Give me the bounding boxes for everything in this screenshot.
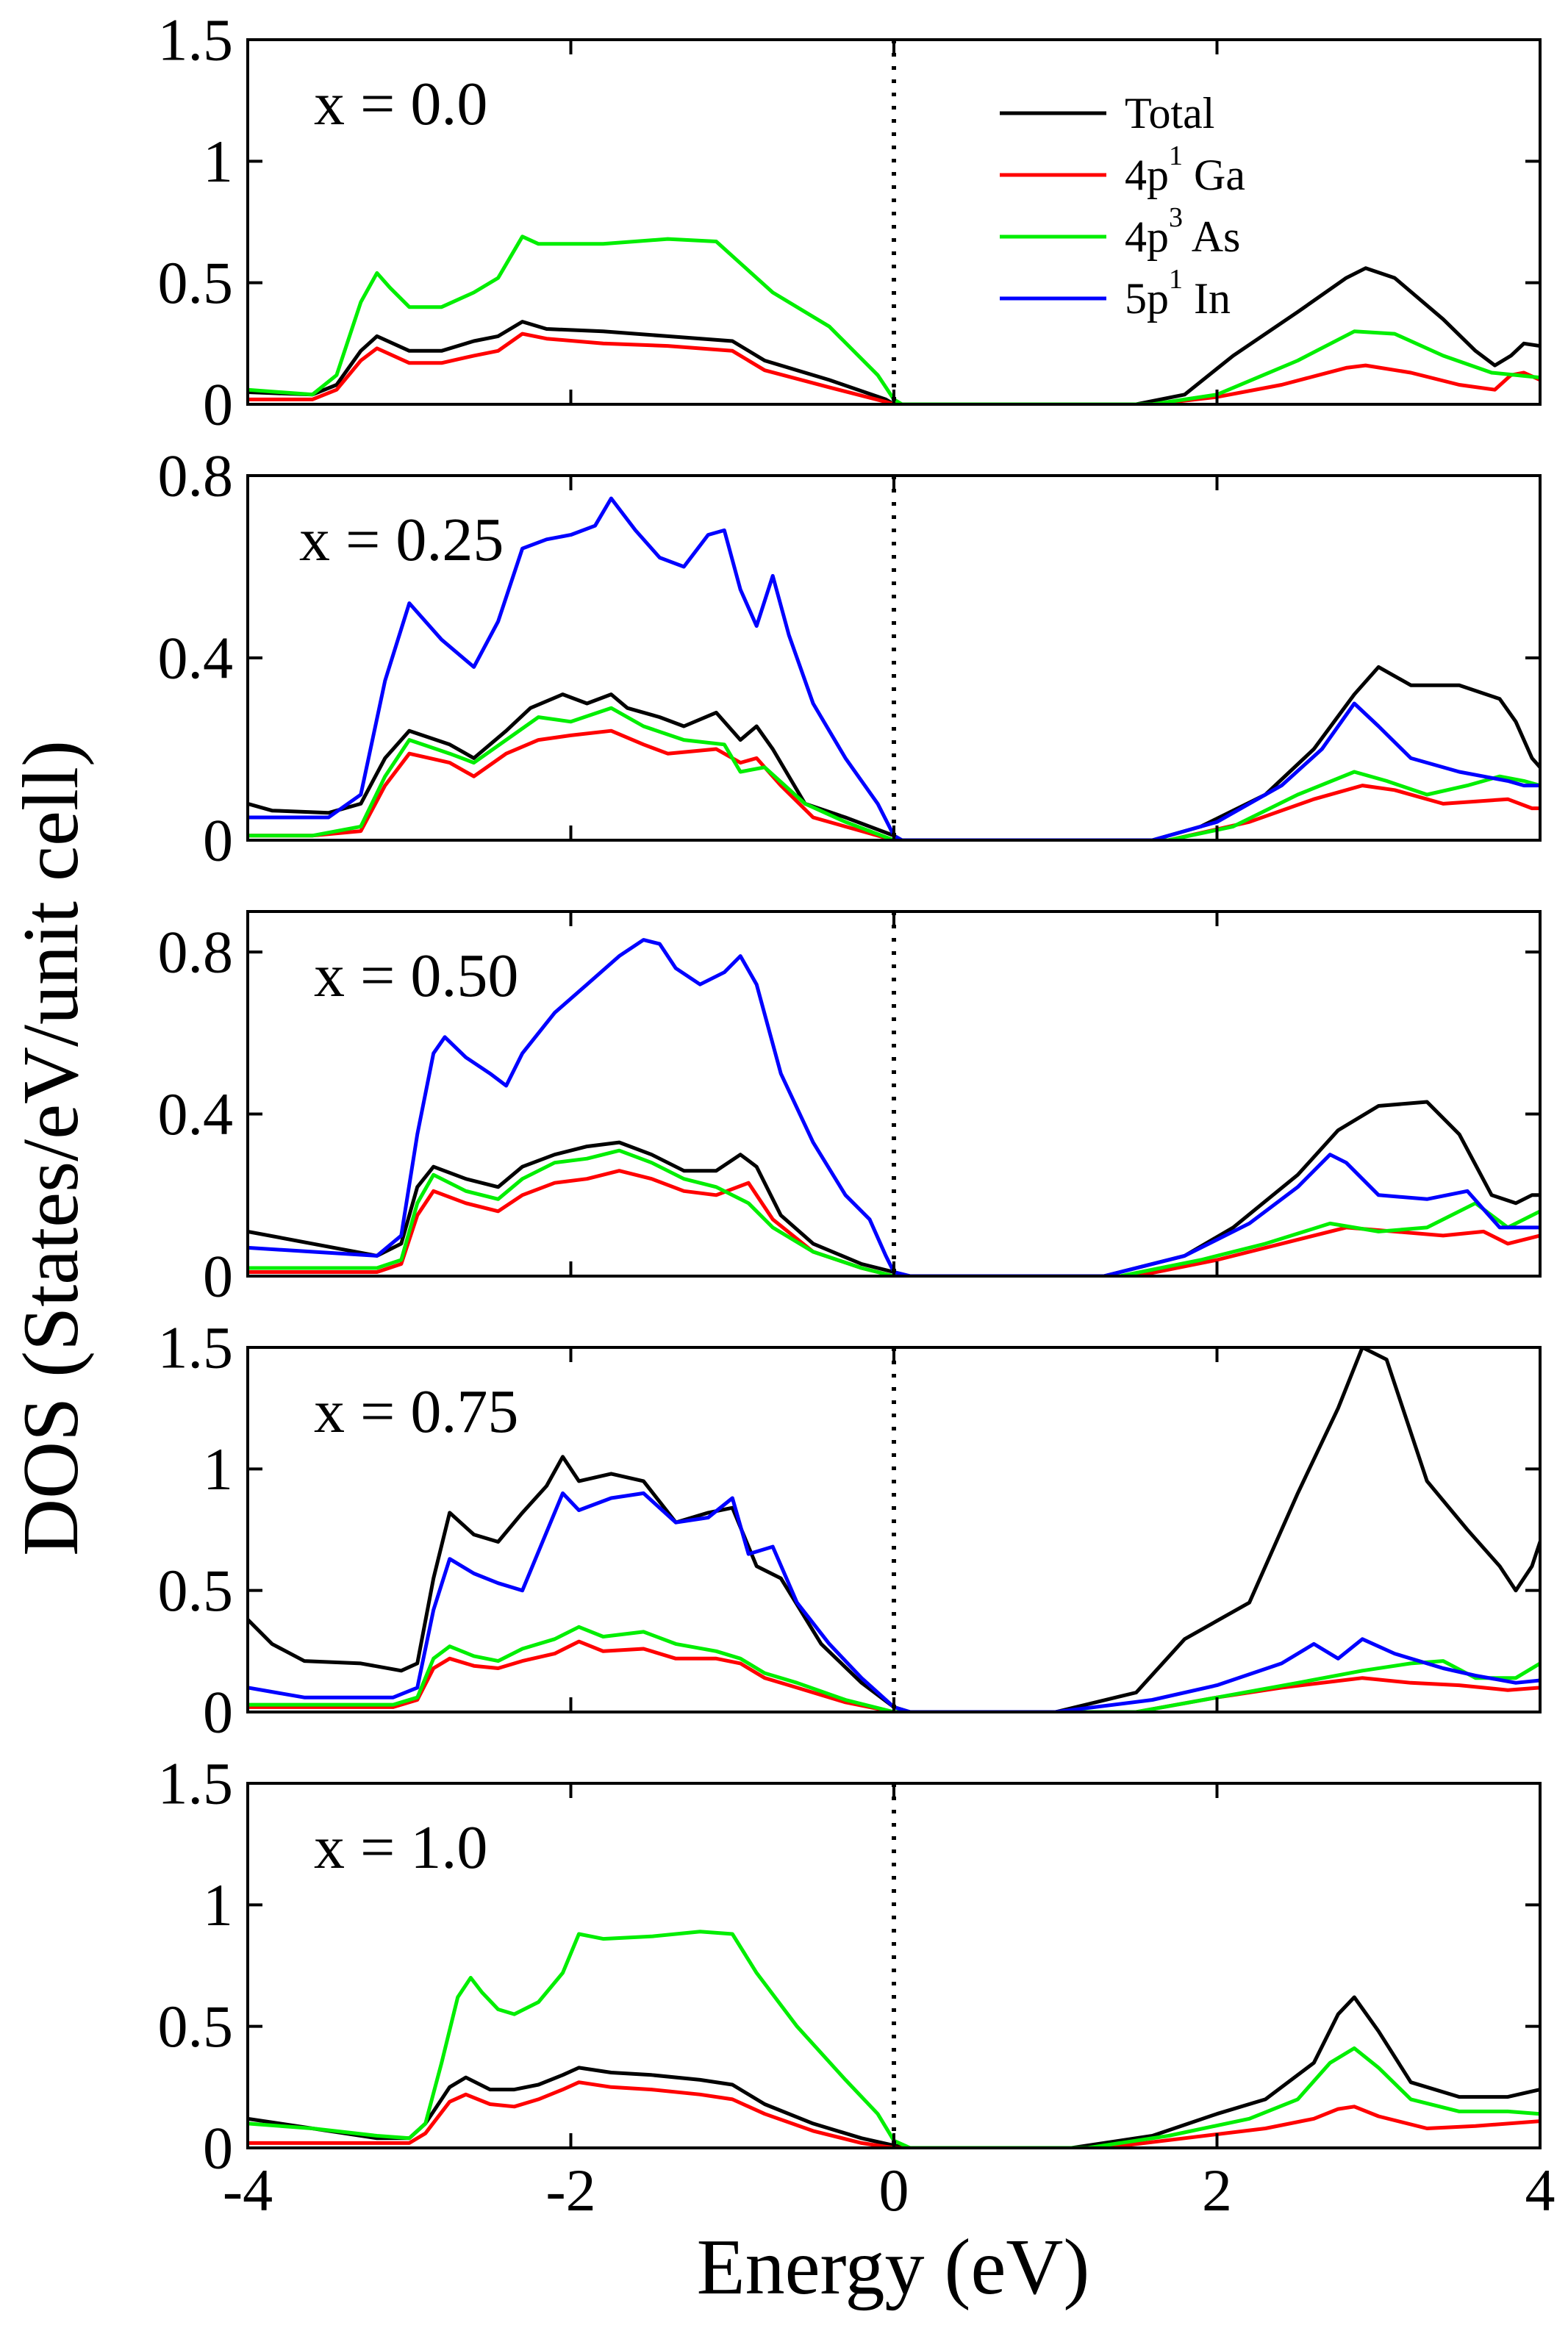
series-line-ga: [248, 728, 1540, 840]
panel-5: 0 0.5 1 1.5 x = 1.0: [158, 1750, 1542, 2182]
panel-4: 0 0.5 1 1.5 x = 0.75: [158, 1314, 1542, 1746]
series-line-total: [248, 1100, 1540, 1276]
series-line-as: [248, 706, 1540, 840]
x-tick-label: 0: [879, 2157, 909, 2224]
series-line-total: [248, 1347, 1540, 1712]
panel-1-series: [248, 234, 1540, 404]
panel-2: 0 0.4 0.8 x = 0.25: [158, 443, 1542, 874]
series-line-total: [248, 665, 1540, 840]
x-tick-label: -4: [223, 2157, 273, 2224]
legend-label: 4p3 As: [1125, 202, 1240, 261]
y-tick-label: 0: [203, 1679, 233, 1746]
x-tick-label: 2: [1202, 2157, 1232, 2224]
y-tick-label: 1: [203, 1872, 233, 1938]
legend-entry-ga: 4p1 Ga: [1000, 140, 1245, 199]
panel-label: x = 1.0: [314, 1813, 487, 1882]
x-axis: -4 -2 0 2 4: [223, 2157, 1556, 2224]
y-tick-label: 0: [203, 1243, 233, 1310]
y-tick-label: 1: [203, 128, 233, 195]
series-line-as: [248, 234, 1540, 404]
y-tick-label: 0.5: [158, 1557, 234, 1624]
series-line-in: [248, 1491, 1540, 1712]
x-axis-title: Energy (eV): [697, 2224, 1090, 2311]
legend-label: Total: [1125, 89, 1214, 137]
panel-4-series: [248, 1347, 1540, 1712]
y-tick-label: 0: [203, 371, 233, 438]
y-tick-label: 1.5: [158, 1314, 234, 1381]
series-line-ga: [248, 1169, 1540, 1276]
series-line-as: [248, 1148, 1540, 1276]
series-line-total: [248, 266, 1540, 404]
series-line-ga: [248, 1639, 1540, 1712]
y-tick-label: 0.5: [158, 249, 234, 316]
x-tick-label: -2: [545, 2157, 595, 2224]
y-tick-label: 1.5: [158, 7, 234, 74]
panel-3-series: [248, 938, 1540, 1276]
y-tick-label: 0.8: [158, 443, 234, 509]
series-line-in: [248, 496, 1540, 840]
legend-entry-in: 5p1 In: [1000, 264, 1231, 323]
series-line-in: [248, 938, 1540, 1276]
panel-label: x = 0.25: [299, 506, 504, 574]
legend-label: 5p1 In: [1125, 264, 1231, 323]
panel-5-series: [248, 1930, 1540, 2148]
legend-entry-as: 4p3 As: [1000, 202, 1240, 261]
legend-label: 4p1 Ga: [1125, 140, 1245, 199]
panel-label: x = 0.0: [314, 70, 487, 138]
panel-label: x = 0.50: [314, 942, 518, 1010]
y-tick-label: 1: [203, 1436, 233, 1503]
y-tick-label: 1.5: [158, 1750, 234, 1817]
legend-entry-total: Total: [1000, 89, 1214, 137]
y-tick-label: 0: [203, 2115, 233, 2182]
series-line-total: [248, 1995, 1540, 2148]
y-tick-label: 0.8: [158, 919, 234, 986]
y-tick-label: 0.4: [158, 1081, 234, 1147]
panel-2-series: [248, 496, 1540, 840]
x-tick-label: 4: [1525, 2157, 1556, 2224]
y-axis-title: DOS (States/eV/unit cell): [7, 740, 95, 1556]
y-tick-label: 0.5: [158, 1993, 234, 2060]
series-line-as: [248, 1930, 1540, 2148]
y-tick-label: 0.4: [158, 625, 234, 692]
y-tick-label: 0: [203, 807, 233, 874]
series-line-ga: [248, 2080, 1540, 2148]
series-line-as: [248, 1625, 1540, 1712]
series-line-ga: [248, 332, 1540, 404]
panel-label: x = 0.75: [314, 1378, 518, 1446]
panel-3: 0 0.4 0.8 x = 0.50: [158, 910, 1542, 1310]
